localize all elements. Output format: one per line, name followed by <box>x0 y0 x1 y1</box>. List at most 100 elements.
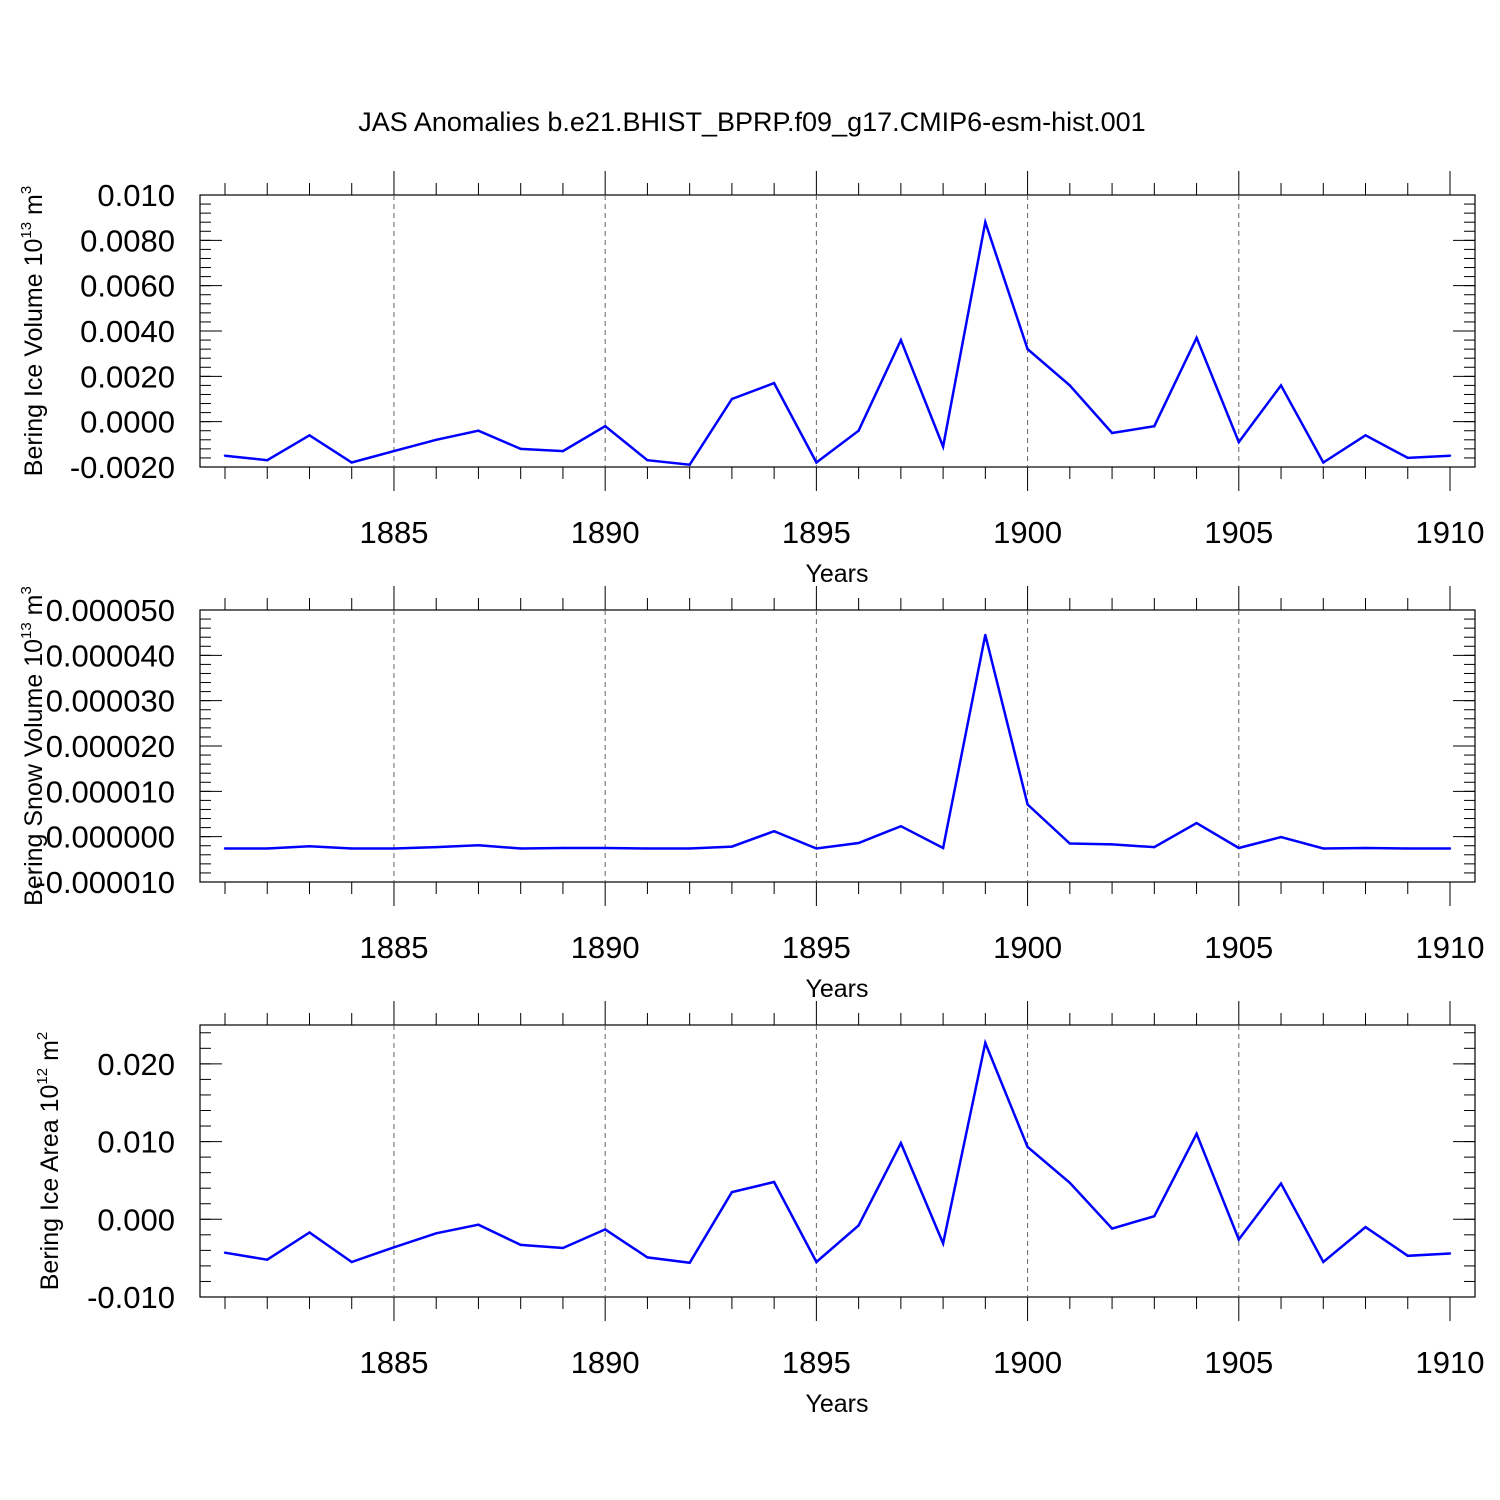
data-point <box>1153 845 1156 849</box>
data-point <box>688 463 691 466</box>
data-point <box>688 1261 691 1265</box>
data-point <box>857 1224 860 1227</box>
y-tick-label: 0.010 <box>97 1125 175 1160</box>
y-tick-label: 0.000010 <box>46 774 175 809</box>
data-point <box>1026 803 1029 806</box>
panel-3: 1885 1890 1895 1900 1905 1910 -0.010 0.000 0.010… <box>34 1001 1484 1418</box>
y-tick-label: 0.0080 <box>80 223 175 258</box>
data-point <box>308 844 311 848</box>
x-tick-label: 1910 <box>1416 515 1485 550</box>
x-tick-label: 1900 <box>993 1345 1062 1380</box>
x-tick-label: 1890 <box>571 515 640 550</box>
x-tick-label: 1905 <box>1204 515 1273 550</box>
panel-1: 1885 1890 1895 1900 1905 1910 -0.0020 0.0000 0.0… <box>18 171 1484 588</box>
data-point <box>1448 1252 1452 1255</box>
data-point <box>1406 1254 1409 1258</box>
x-tick-label: 1885 <box>359 515 428 550</box>
panel-2: 1885 1890 1895 1900 1905 1910 -0.000010 0.00000… <box>18 586 1484 1003</box>
y-axis-title-superscript: 12 <box>34 1068 51 1085</box>
series-line <box>224 217 1451 467</box>
y-tick-label: 0.000 <box>97 1202 175 1237</box>
data-point <box>392 847 396 850</box>
y-axis-title: Bering Snow Volume 1013 m3 <box>18 586 48 906</box>
y-axis-title-part: m <box>20 595 48 623</box>
data-point <box>266 847 269 850</box>
data-point <box>1237 440 1240 444</box>
data-point <box>477 1223 480 1226</box>
y-tick-label: -0.0020 <box>70 450 175 485</box>
data-point <box>688 847 691 850</box>
data-point <box>984 633 987 637</box>
plot-frame <box>199 194 1476 468</box>
y-axis-title-superscript: 13 <box>18 222 35 239</box>
y-tick-label: 0.000030 <box>46 684 175 719</box>
data-point <box>815 847 818 850</box>
x-axis-title: Years <box>805 560 868 588</box>
data-point <box>223 454 227 457</box>
plot-frame <box>199 609 1476 883</box>
data-point <box>1322 1260 1325 1264</box>
data-point <box>772 381 776 385</box>
x-tick-label: 1910 <box>1416 1345 1485 1380</box>
y-axis-title-part: Bering Snow Volume 10 <box>20 639 48 906</box>
y-tick-label: 0.0060 <box>80 269 175 304</box>
data-point <box>815 1260 818 1264</box>
plot-frame <box>199 1024 1476 1298</box>
data-point <box>350 461 353 464</box>
y-axis-title-part: m <box>36 1040 64 1068</box>
data-point <box>1279 1182 1283 1185</box>
data-point <box>1237 1238 1240 1241</box>
data-point <box>1068 1181 1072 1184</box>
data-point <box>1322 461 1325 464</box>
data-point <box>519 1243 522 1247</box>
y-axis-title: Bering Ice Area 1012 m2 <box>34 1032 64 1291</box>
data-point <box>223 847 227 850</box>
data-point <box>350 1260 353 1264</box>
y-tick-label: 0.0040 <box>80 314 175 349</box>
data-point <box>984 221 987 224</box>
data-point <box>1406 456 1409 460</box>
data-point <box>1195 336 1198 339</box>
data-point <box>646 459 649 462</box>
data-point <box>1364 434 1367 437</box>
data-point <box>435 845 438 849</box>
data-point <box>1448 847 1452 850</box>
y-axis-title-superscript: 2 <box>34 1032 51 1040</box>
y-tick-label: 0.010 <box>97 178 175 213</box>
x-tick-label: 1890 <box>571 1345 640 1380</box>
y-axis-title-part: Bering Ice Volume 10 <box>20 239 48 477</box>
data-point <box>561 449 565 453</box>
x-tick-label: 1900 <box>993 515 1062 550</box>
data-point <box>561 846 565 850</box>
x-tick-label: 1895 <box>782 1345 851 1380</box>
data-point <box>1110 431 1114 435</box>
data-point <box>603 846 607 850</box>
x-tick-label: 1890 <box>571 930 640 965</box>
data-point <box>772 1180 776 1184</box>
data-point <box>266 459 269 462</box>
y-tick-label: 0.0020 <box>80 359 175 394</box>
data-point <box>857 429 860 432</box>
data-point <box>1110 1227 1114 1230</box>
x-axis-title: Years <box>805 975 868 1003</box>
x-tick-label: 1895 <box>782 930 851 965</box>
data-point <box>1448 454 1452 457</box>
data-point <box>772 830 776 833</box>
y-tick-label: 0.000040 <box>46 638 175 673</box>
y-tick-label: 0.000000 <box>46 820 175 855</box>
data-point <box>730 1190 734 1194</box>
x-tick-label: 1900 <box>993 930 1062 965</box>
data-point <box>1237 846 1240 850</box>
data-point <box>266 1258 269 1261</box>
data-point <box>1068 842 1072 845</box>
figure-title: JAS Anomalies b.e21.BHIST_BPRP.f09_g17.C… <box>358 107 1145 137</box>
data-point <box>435 1232 438 1235</box>
y-axis-title-part: Bering Ice Area 10 <box>36 1085 64 1291</box>
y-axis-title: Bering Ice Volume 1013 m3 <box>18 186 48 476</box>
x-axis-title: Years <box>805 1390 868 1418</box>
x-tick-label: 1895 <box>782 515 851 550</box>
series-line <box>225 634 1450 850</box>
data-point <box>646 847 649 850</box>
y-tick-label: 0.020 <box>97 1047 175 1082</box>
data-point <box>1153 1214 1156 1218</box>
